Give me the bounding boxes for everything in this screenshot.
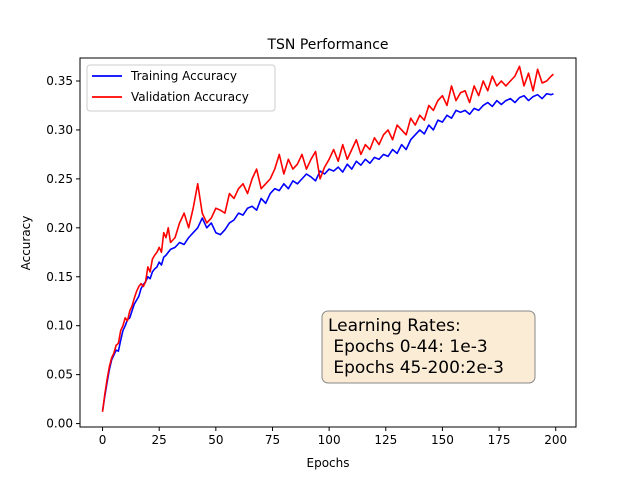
x-axis-label: Epochs bbox=[307, 456, 350, 470]
series-line-validation-accuracy bbox=[101, 65, 554, 412]
plot-area: 0 25 50 75 100 125 150 175 200 0.00 0.05 0.10 0.15 0.… bbox=[46, 57, 577, 447]
y-tick-label: 0.25 bbox=[46, 172, 73, 186]
y-tick-label: 0.20 bbox=[46, 221, 73, 235]
x-tick-label: 175 bbox=[488, 433, 511, 447]
x-tick-label: 100 bbox=[318, 433, 341, 447]
y-axis-label: Accuracy bbox=[19, 216, 33, 271]
x-tick-label: 0 bbox=[99, 433, 107, 447]
chart-title: TSN Performance bbox=[266, 37, 388, 53]
x-tick-label: 25 bbox=[152, 433, 167, 447]
annotation-line: Learning Rates: bbox=[328, 316, 461, 336]
legend-label: Validation Accuracy bbox=[131, 90, 249, 104]
x-tick-label: 150 bbox=[431, 433, 454, 447]
x-tick-label: 200 bbox=[544, 433, 567, 447]
x-tick-label: 75 bbox=[265, 433, 280, 447]
annotation-line: Epochs 45-200:2e-3 bbox=[328, 358, 504, 378]
y-tick-label: 0.10 bbox=[46, 319, 73, 333]
plot-frame bbox=[79, 57, 577, 428]
y-tick-label: 0.00 bbox=[46, 417, 73, 431]
legend-box bbox=[86, 64, 276, 112]
y-tick-label: 0.15 bbox=[46, 270, 73, 284]
y-tick-label: 0.30 bbox=[46, 123, 73, 137]
y-tick-label: 0.35 bbox=[46, 74, 73, 88]
y-tick-label: 0.05 bbox=[46, 368, 73, 382]
x-tick-label: 125 bbox=[374, 433, 397, 447]
legend-label: Training Accuracy bbox=[130, 69, 237, 83]
annotation-line: Epochs 0-44: 1e-3 bbox=[328, 337, 488, 357]
x-tick-label: 50 bbox=[208, 433, 223, 447]
annotation-box bbox=[321, 310, 536, 384]
legend: Training Accuracy Validation Accuracy bbox=[86, 64, 276, 112]
learning-rate-annotation: Learning Rates: Epochs 0-44: 1e-3 Epochs… bbox=[321, 310, 536, 384]
